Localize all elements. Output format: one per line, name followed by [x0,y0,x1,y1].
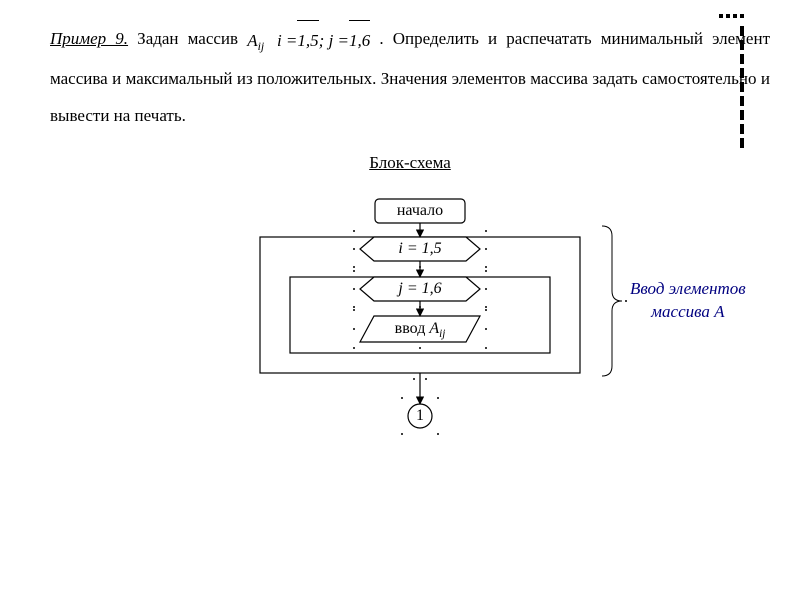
formula-aij: Aij i =1,5; j =1,6 [247,20,370,59]
start-node-label: начало [397,202,443,220]
loop-i-label: i = 1,5 [398,240,441,258]
scheme-title: Блок-схема [50,153,770,173]
connector-label: 1 [416,407,424,425]
problem-statement: Пример 9. Задан массив Aij i =1,5; j =1,… [50,20,770,135]
input-annotation: Ввод элементов массива A [630,277,746,325]
decorative-border [717,12,745,152]
flowchart: начало i = 1,5 j = 1,6 ввод Aij 1 Ввод э… [50,181,770,481]
example-label: Пример 9. [50,29,128,48]
loop-j-label: j = 1,6 [398,280,441,298]
input-node-label: ввод Aij [395,320,446,338]
